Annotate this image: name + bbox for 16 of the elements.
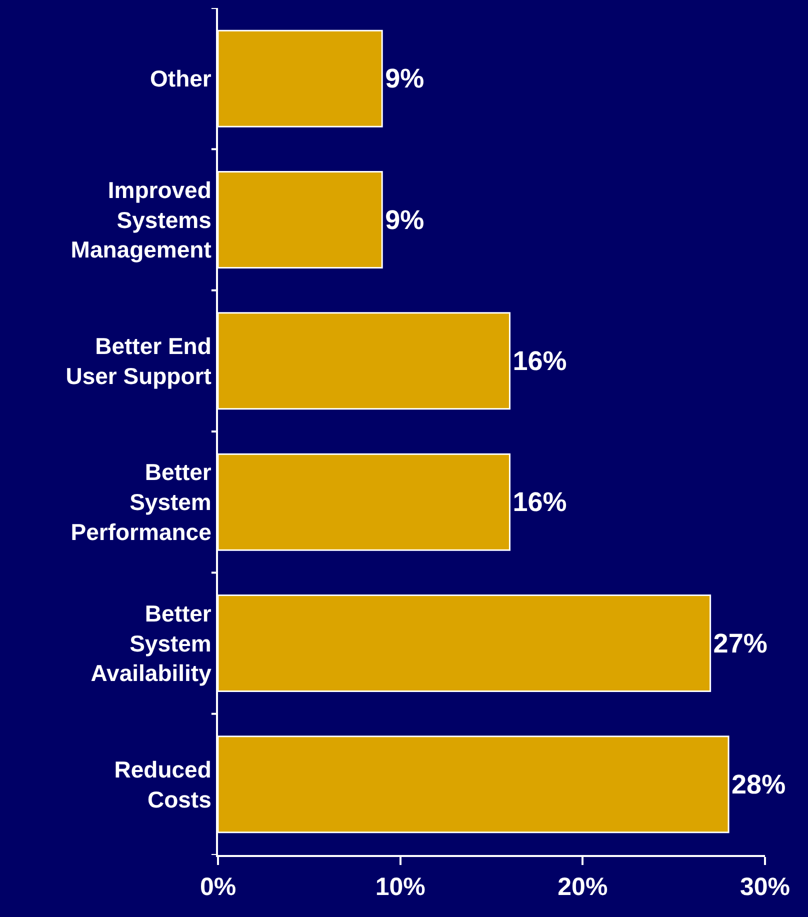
data-label: 9% xyxy=(385,64,424,94)
x-tick-label: 10% xyxy=(375,873,426,901)
y-tick-label: Improved Systems Management xyxy=(70,176,212,263)
y-tick-label: Better System Performance xyxy=(70,459,212,546)
data-label: 16% xyxy=(512,346,567,376)
y-tick-label: Better End User Support xyxy=(66,333,212,389)
y-tick-label: Other xyxy=(150,66,212,92)
data-label: 27% xyxy=(713,628,768,658)
y-tick-label: Reduced Costs xyxy=(114,756,212,812)
data-label: 28% xyxy=(732,769,786,800)
x-tick-label: 0% xyxy=(200,873,236,901)
data-label: 16% xyxy=(512,487,567,518)
x-tick-label: 30% xyxy=(740,873,790,901)
x-tick-label: 20% xyxy=(558,873,608,901)
y-tick-label: Better System Availability xyxy=(90,600,212,686)
data-label: 9% xyxy=(385,204,424,235)
